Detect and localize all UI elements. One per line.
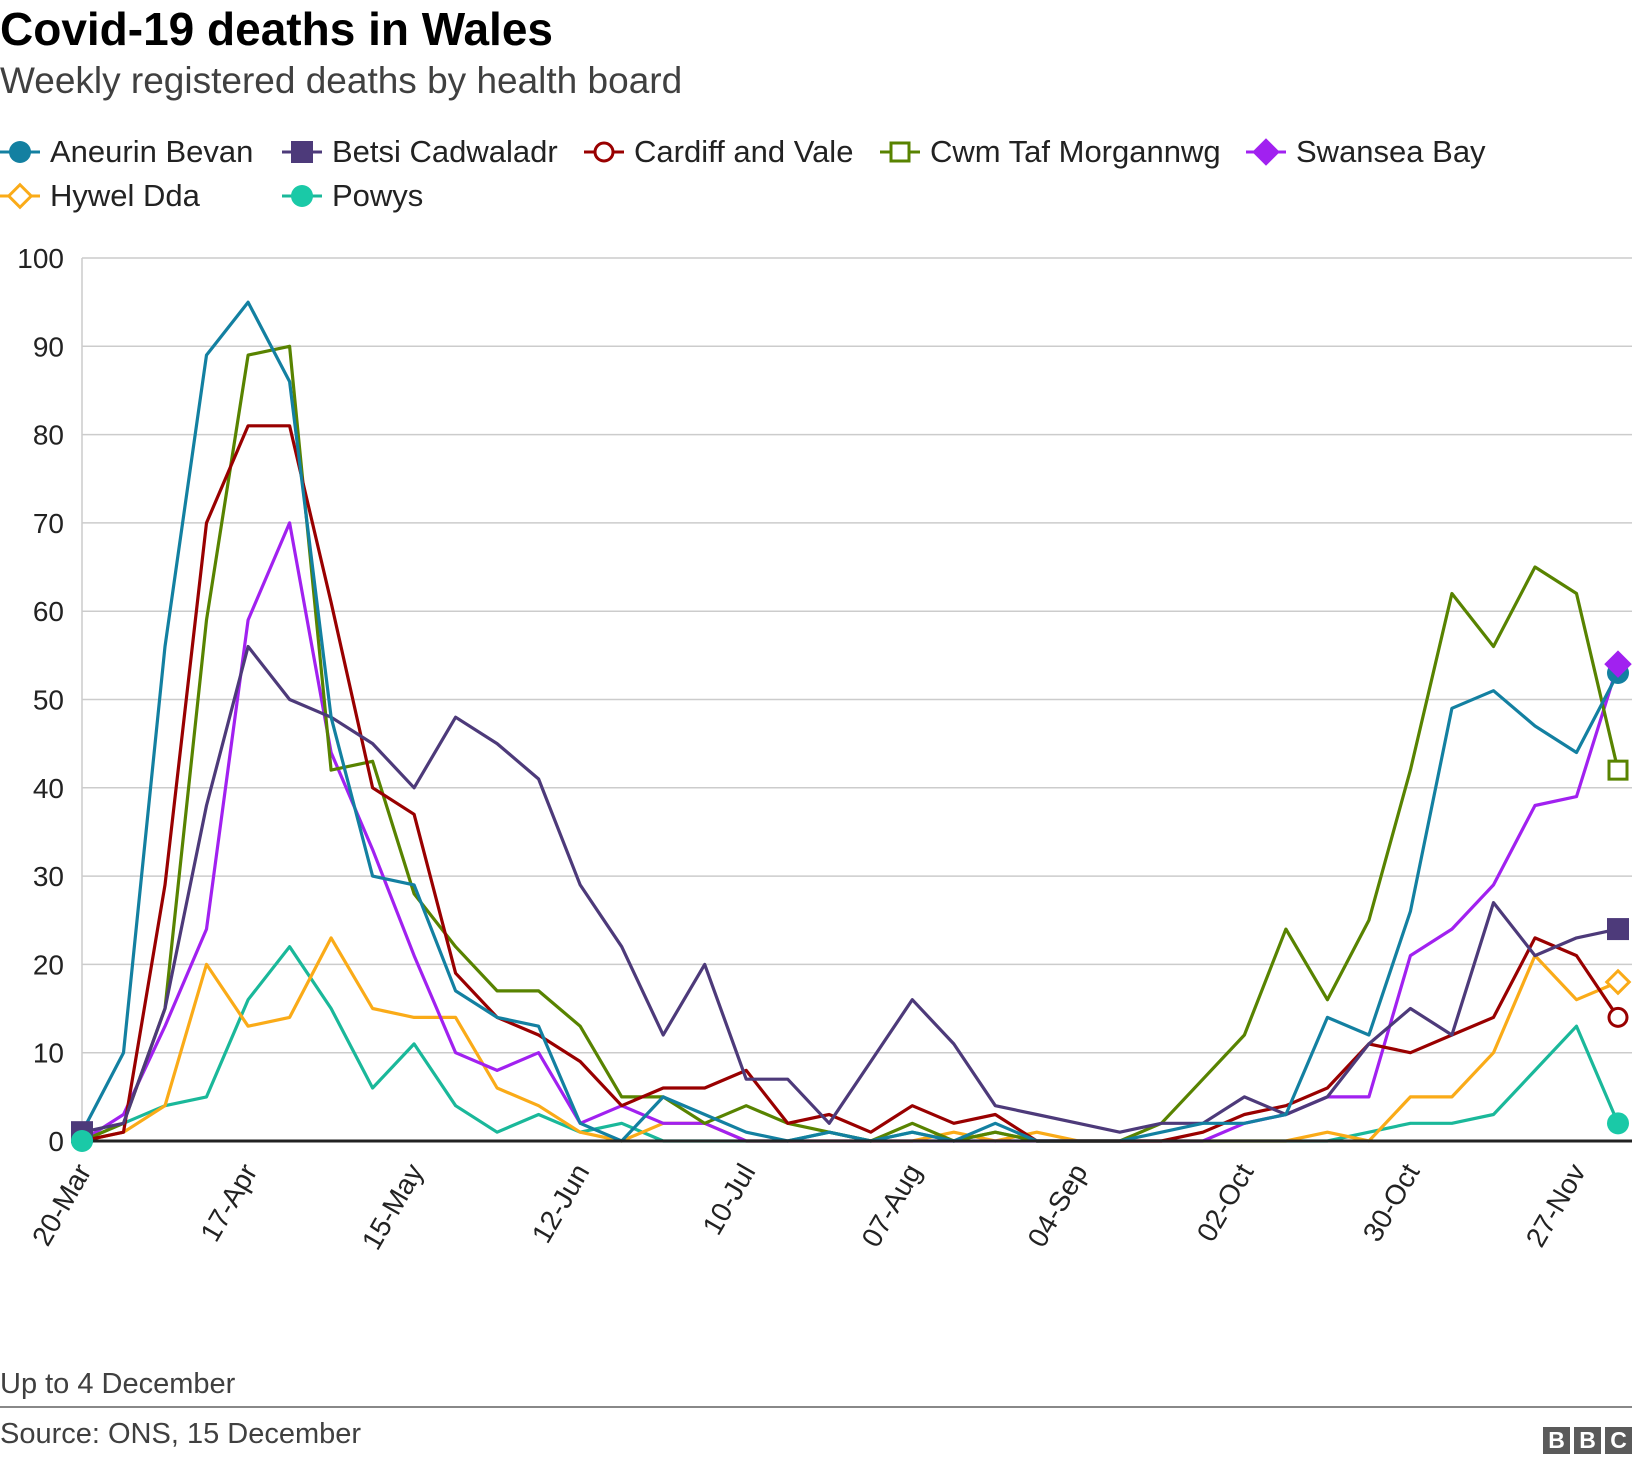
series-line: [80, 300, 1620, 1143]
chart-title: Covid-19 deaths in Wales: [0, 3, 553, 55]
legend-marker-icon: [282, 185, 322, 207]
legend: Aneurin Bevan Betsi Cadwaladr Cardiff and …: [0, 130, 1632, 230]
y-tick-label: 100: [17, 243, 64, 274]
legend-label: Aneurin Bevan: [50, 134, 254, 169]
legend-label: Cardiff and Vale: [634, 134, 854, 169]
legend-label: Powys: [332, 178, 424, 213]
legend-item: Cwm Taf Morgannwg: [880, 130, 1221, 174]
x-tick-label: 17-Apr: [194, 1159, 263, 1247]
legend-marker-icon: [1246, 138, 1286, 166]
y-tick-label: 30: [33, 861, 64, 892]
legend-marker-icon: [584, 141, 624, 163]
legend-marker: [593, 141, 615, 163]
legend-item: Powys: [282, 174, 423, 218]
series-end-marker: [1607, 759, 1629, 781]
legend-marker-icon: [282, 141, 322, 163]
line-chart: 0 10 20 30 40 50 60 70 80 90 100 20-Mar 17-Apr 15-May…: [17, 243, 1632, 1255]
bbc-logo-letter: B: [1574, 1427, 1601, 1454]
legend-item: Swansea Bay: [1246, 130, 1486, 174]
y-tick-label: 60: [33, 596, 64, 627]
y-tick-label: 70: [33, 508, 64, 539]
y-tick-label: 50: [33, 685, 64, 716]
series-end-marker: [1604, 650, 1632, 678]
legend-marker: [889, 141, 911, 163]
x-tick-label: 10-Jul: [696, 1159, 761, 1241]
legend-marker: [9, 141, 31, 163]
source-text: Source: ONS, 15 December: [0, 1418, 362, 1450]
legend-label: Betsi Cadwaladr: [332, 134, 558, 169]
legend-marker-icon: [880, 141, 920, 163]
x-tick-label: 12-Jun: [526, 1159, 596, 1249]
chart-subtitle: Weekly registered deaths by health board: [0, 60, 683, 101]
y-tick-label: 40: [33, 773, 64, 804]
legend-marker: [6, 182, 34, 210]
y-tick-label: 10: [33, 1038, 64, 1069]
legend-marker-icon: [0, 182, 40, 210]
legend-marker: [291, 141, 313, 163]
x-tick-label: 15-May: [356, 1159, 430, 1255]
bbc-logo-letter: B: [1543, 1427, 1570, 1454]
series-line: [80, 344, 1620, 1143]
chart-note: Up to 4 December: [0, 1368, 236, 1400]
series-end-marker: [1607, 918, 1629, 941]
legend-item: Aneurin Bevan: [0, 130, 253, 174]
series-line: [80, 644, 1620, 1134]
legend-label: Swansea Bay: [1296, 134, 1486, 169]
y-tick-label: 80: [33, 420, 64, 451]
x-tick-label: 02-Oct: [1191, 1158, 1260, 1246]
y-tick-label: 90: [33, 331, 64, 362]
legend-marker: [1252, 138, 1280, 166]
legend-item: Betsi Cadwaladr: [282, 130, 558, 174]
series-start-marker: [71, 1130, 93, 1152]
legend-marker: [291, 185, 313, 207]
series-end-marker: [1607, 1112, 1629, 1135]
legend-item: Hywel Dda: [0, 174, 200, 218]
x-tick-label: 07-Aug: [855, 1159, 927, 1253]
x-tick-label: 20-Mar: [26, 1159, 97, 1251]
legend-label: Hywel Dda: [50, 178, 200, 213]
series-end-marker: [1607, 1006, 1629, 1028]
y-tick-label: 20: [33, 949, 64, 980]
series-line: [80, 936, 1620, 1143]
legend-marker-icon: [0, 141, 40, 163]
x-tick-label: 27-Nov: [1520, 1159, 1592, 1253]
bbc-logo-letter: C: [1605, 1427, 1632, 1454]
series-end-marker: [1604, 968, 1632, 996]
footer-divider: [0, 1406, 1632, 1408]
legend-label: Cwm Taf Morgannwg: [930, 134, 1221, 169]
y-tick-label: 0: [48, 1126, 64, 1157]
x-tick-label: 30-Oct: [1357, 1158, 1426, 1246]
legend-item: Cardiff and Vale: [584, 130, 853, 174]
x-tick-label: 04-Sep: [1022, 1159, 1094, 1253]
bbc-logo: B B C: [1543, 1427, 1632, 1454]
